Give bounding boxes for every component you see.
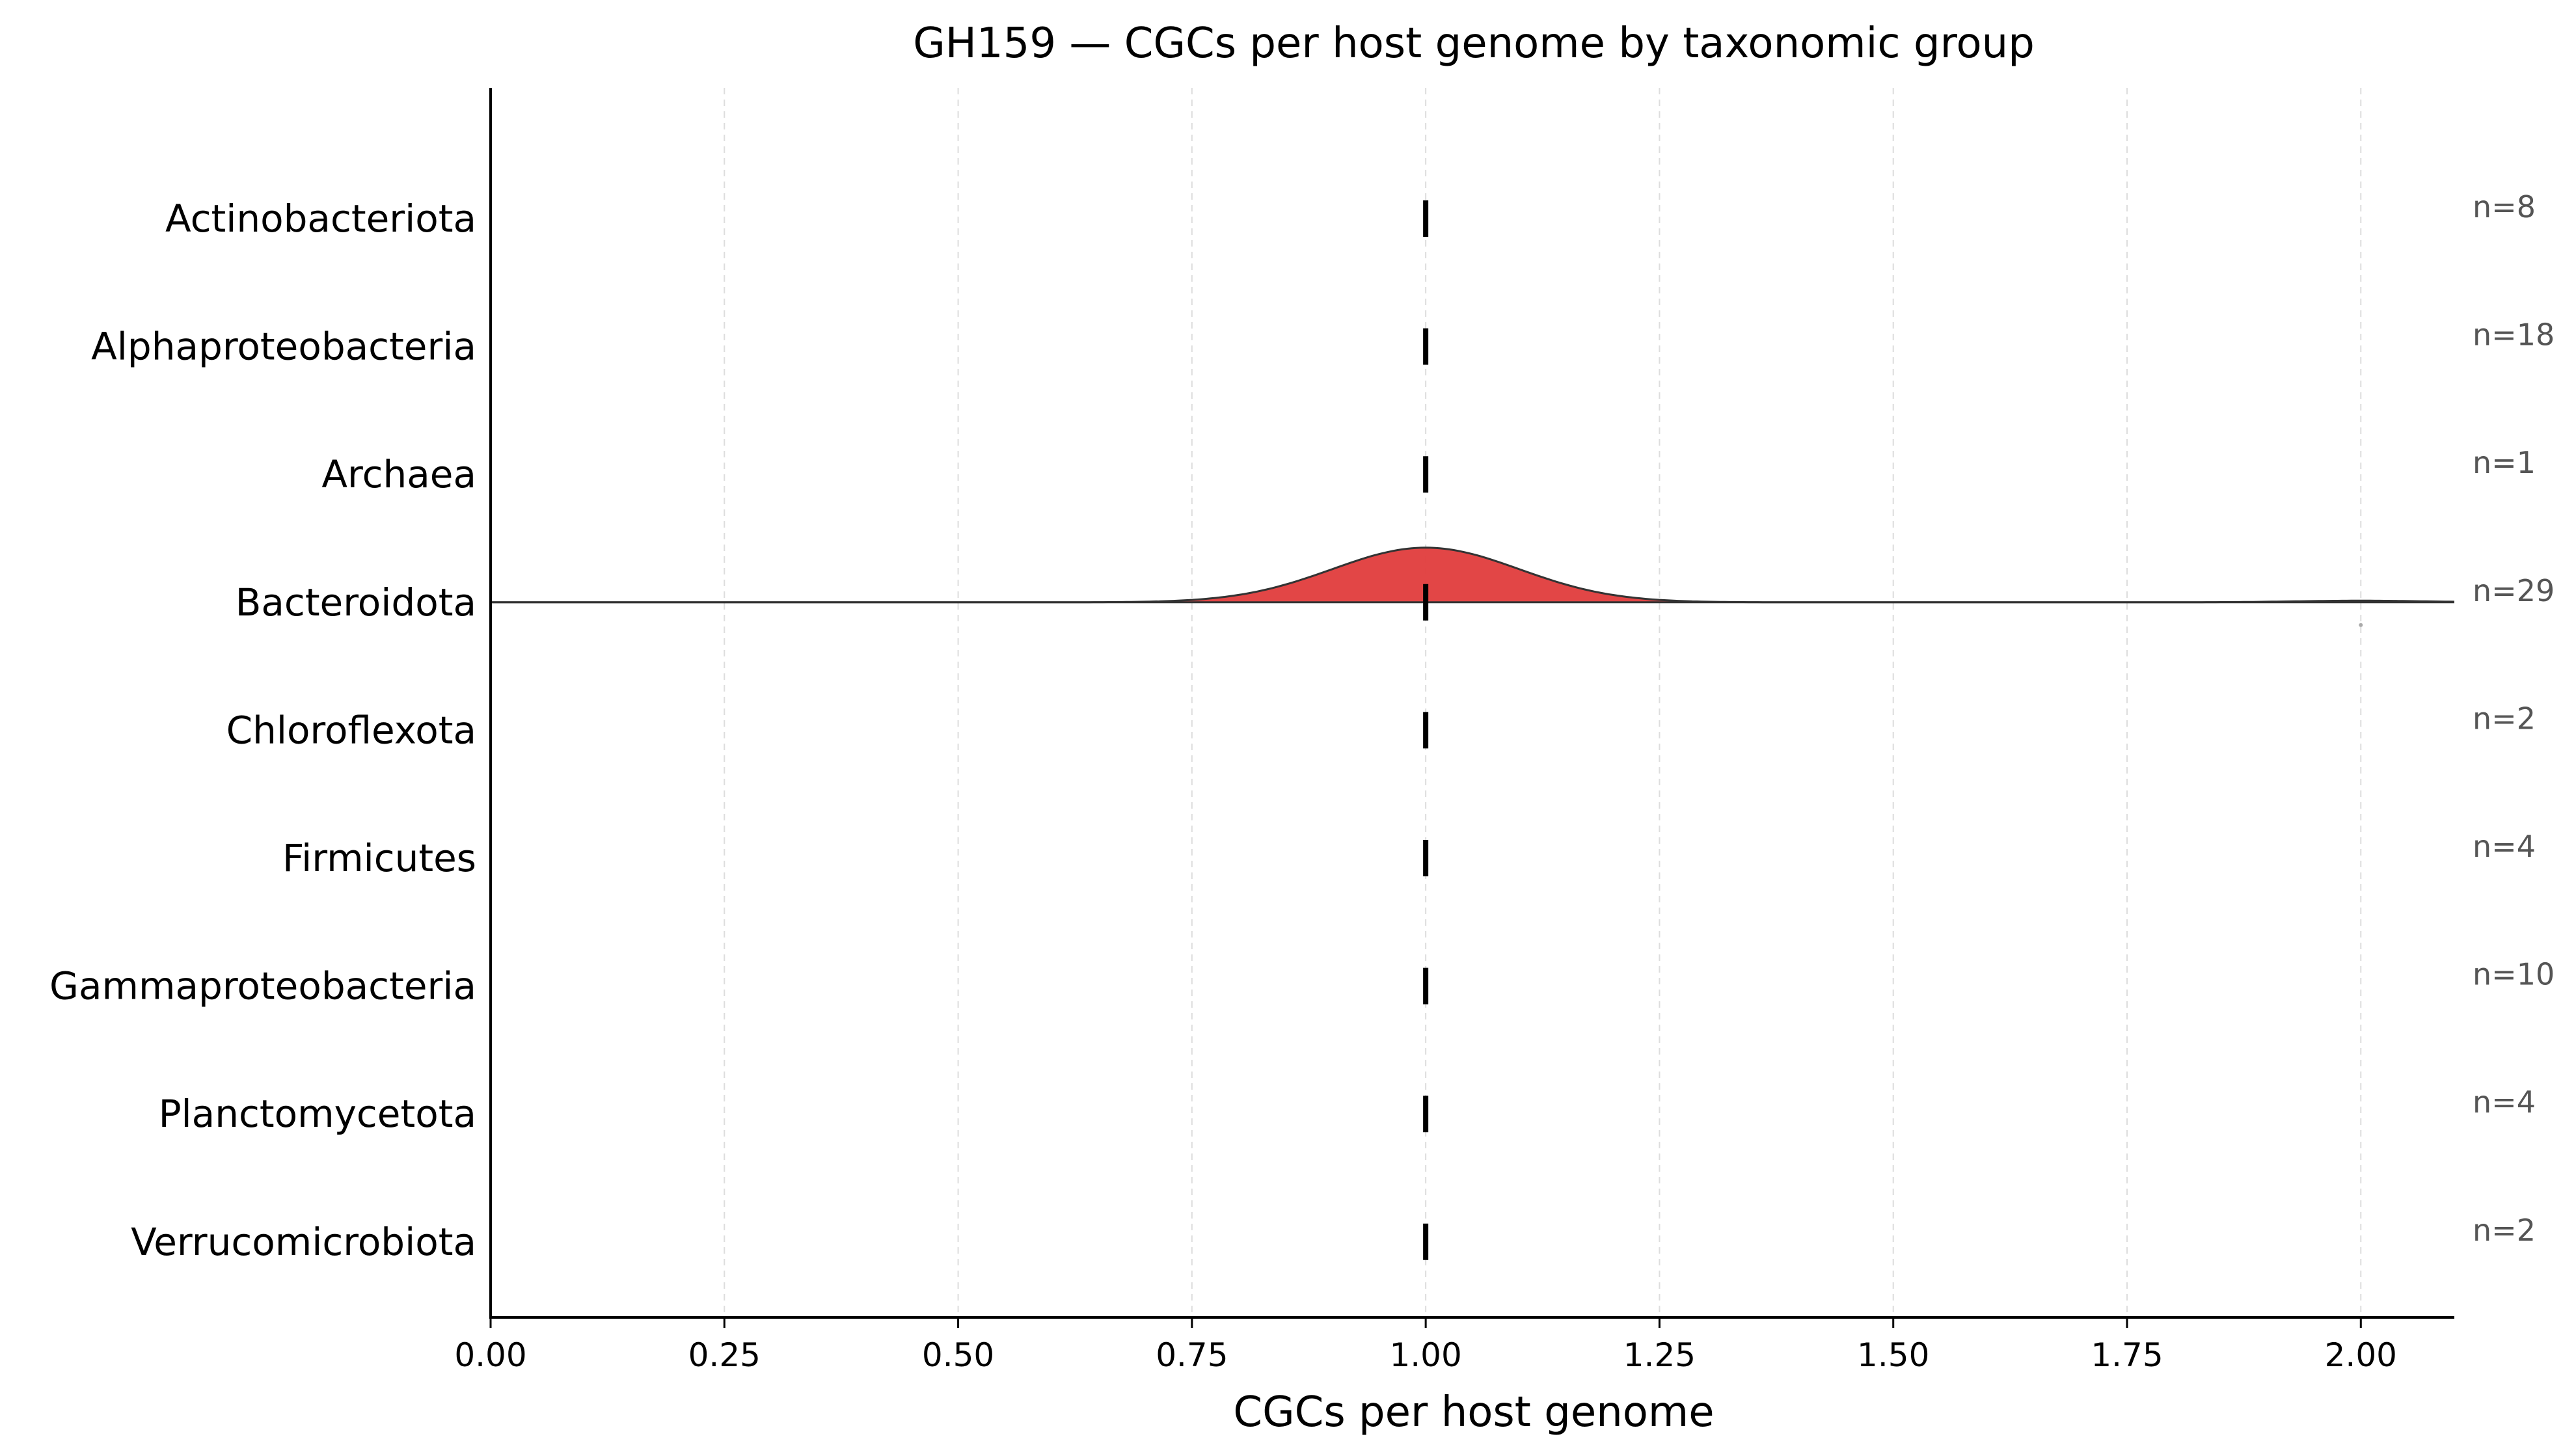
x-tick-label: 2.00 xyxy=(2325,1336,2397,1374)
n-label: n=4 xyxy=(2473,829,2536,864)
n-label: n=29 xyxy=(2473,573,2555,608)
x-tick-label: 0.75 xyxy=(1156,1336,1228,1374)
x-tick-label: 0.00 xyxy=(454,1336,526,1374)
sample-size-labels: n=8 n=18 n=1 n=29 n=2 n=4 n=10 n=4 n=2 xyxy=(2473,189,2555,1248)
x-tick-label: 1.25 xyxy=(1623,1336,1696,1374)
category-label: Planctomycetota xyxy=(159,1092,476,1136)
category-label: Firmicutes xyxy=(282,836,476,880)
category-label: Verrucomicrobiota xyxy=(131,1220,476,1264)
category-label: Archaea xyxy=(321,452,476,496)
x-tick-label: 0.25 xyxy=(688,1336,761,1374)
category-label: Actinobacteriota xyxy=(165,196,476,241)
axes xyxy=(489,88,2454,1319)
outlier-point xyxy=(2359,623,2363,627)
category-labels: Actinobacteriota Alphaproteobacteria Archa… xyxy=(49,196,476,1264)
category-label: Chloroflexota xyxy=(226,708,476,752)
n-label: n=8 xyxy=(2473,189,2536,224)
x-tick-labels: 0.00 0.25 0.50 0.75 1.00 1.25 1.50 1.75 2.00 xyxy=(454,1317,2397,1374)
category-label: Bacteroidota xyxy=(236,580,476,625)
n-label: n=2 xyxy=(2473,701,2536,736)
category-label: Alphaproteobacteria xyxy=(91,325,476,369)
x-gridlines xyxy=(724,88,2362,1317)
n-label: n=10 xyxy=(2473,957,2555,992)
n-label: n=4 xyxy=(2473,1085,2536,1120)
density-area-bacteroidota xyxy=(491,547,2454,602)
density-ridges xyxy=(491,546,2455,627)
chart-title: GH159 — CGCs per host genome by taxonomi… xyxy=(913,20,2035,68)
n-label: n=1 xyxy=(2473,445,2536,480)
category-label: Gammaproteobacteria xyxy=(49,964,476,1008)
n-label: n=2 xyxy=(2473,1213,2536,1248)
x-tick-label: 1.50 xyxy=(1857,1336,1929,1374)
x-tick-label: 1.75 xyxy=(2091,1336,2163,1374)
x-tick-label: 1.00 xyxy=(1389,1336,1461,1374)
x-tick-label: 0.50 xyxy=(922,1336,994,1374)
n-label: n=18 xyxy=(2473,317,2555,353)
x-axis-label: CGCs per host genome xyxy=(1233,1388,1714,1436)
